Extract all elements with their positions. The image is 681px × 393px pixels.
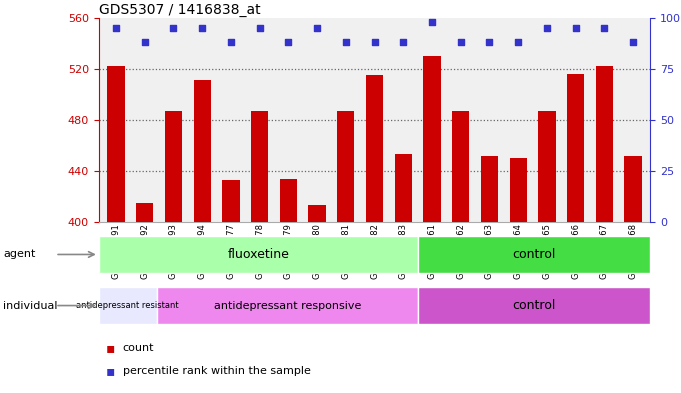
Bar bbox=[251, 111, 268, 222]
Bar bbox=[567, 74, 584, 222]
Bar bbox=[366, 75, 383, 222]
Point bbox=[197, 25, 208, 31]
Bar bbox=[395, 154, 412, 222]
Bar bbox=[509, 158, 527, 222]
Bar bbox=[99, 287, 157, 324]
Point bbox=[225, 39, 236, 45]
Bar bbox=[280, 178, 297, 222]
Text: control: control bbox=[513, 248, 556, 261]
Point bbox=[139, 39, 150, 45]
Bar bbox=[165, 111, 182, 222]
Bar bbox=[108, 66, 125, 222]
Text: GDS5307 / 1416838_at: GDS5307 / 1416838_at bbox=[99, 3, 260, 17]
Bar bbox=[418, 287, 650, 324]
Text: antidepressant responsive: antidepressant responsive bbox=[214, 301, 361, 310]
Bar bbox=[193, 80, 211, 222]
Point bbox=[168, 25, 179, 31]
Bar bbox=[136, 203, 153, 222]
Point bbox=[426, 18, 437, 25]
Point bbox=[369, 39, 380, 45]
Point bbox=[398, 39, 409, 45]
Bar bbox=[308, 206, 326, 222]
Bar bbox=[157, 287, 418, 324]
Bar bbox=[452, 111, 469, 222]
Point bbox=[541, 25, 552, 31]
Bar bbox=[481, 156, 498, 222]
Bar bbox=[337, 111, 354, 222]
Point bbox=[254, 25, 265, 31]
Point bbox=[340, 39, 351, 45]
Bar bbox=[596, 66, 613, 222]
Bar bbox=[418, 236, 650, 273]
Point bbox=[110, 25, 121, 31]
Point bbox=[283, 39, 294, 45]
Point bbox=[484, 39, 495, 45]
Text: agent: agent bbox=[3, 250, 36, 259]
Bar bbox=[624, 156, 642, 222]
Bar bbox=[424, 56, 441, 222]
Point bbox=[513, 39, 524, 45]
Bar bbox=[538, 111, 556, 222]
Point bbox=[628, 39, 639, 45]
Point bbox=[312, 25, 323, 31]
Text: ▪: ▪ bbox=[106, 342, 115, 355]
Text: percentile rank within the sample: percentile rank within the sample bbox=[123, 366, 311, 376]
Text: control: control bbox=[513, 299, 556, 312]
Point bbox=[599, 25, 609, 31]
Point bbox=[456, 39, 466, 45]
Point bbox=[570, 25, 581, 31]
Text: antidepressant resistant: antidepressant resistant bbox=[76, 301, 179, 310]
Text: ▪: ▪ bbox=[106, 364, 115, 378]
Text: individual: individual bbox=[3, 301, 58, 310]
Text: fluoxetine: fluoxetine bbox=[227, 248, 289, 261]
Bar bbox=[99, 236, 418, 273]
Bar bbox=[222, 180, 240, 222]
Text: count: count bbox=[123, 343, 154, 353]
